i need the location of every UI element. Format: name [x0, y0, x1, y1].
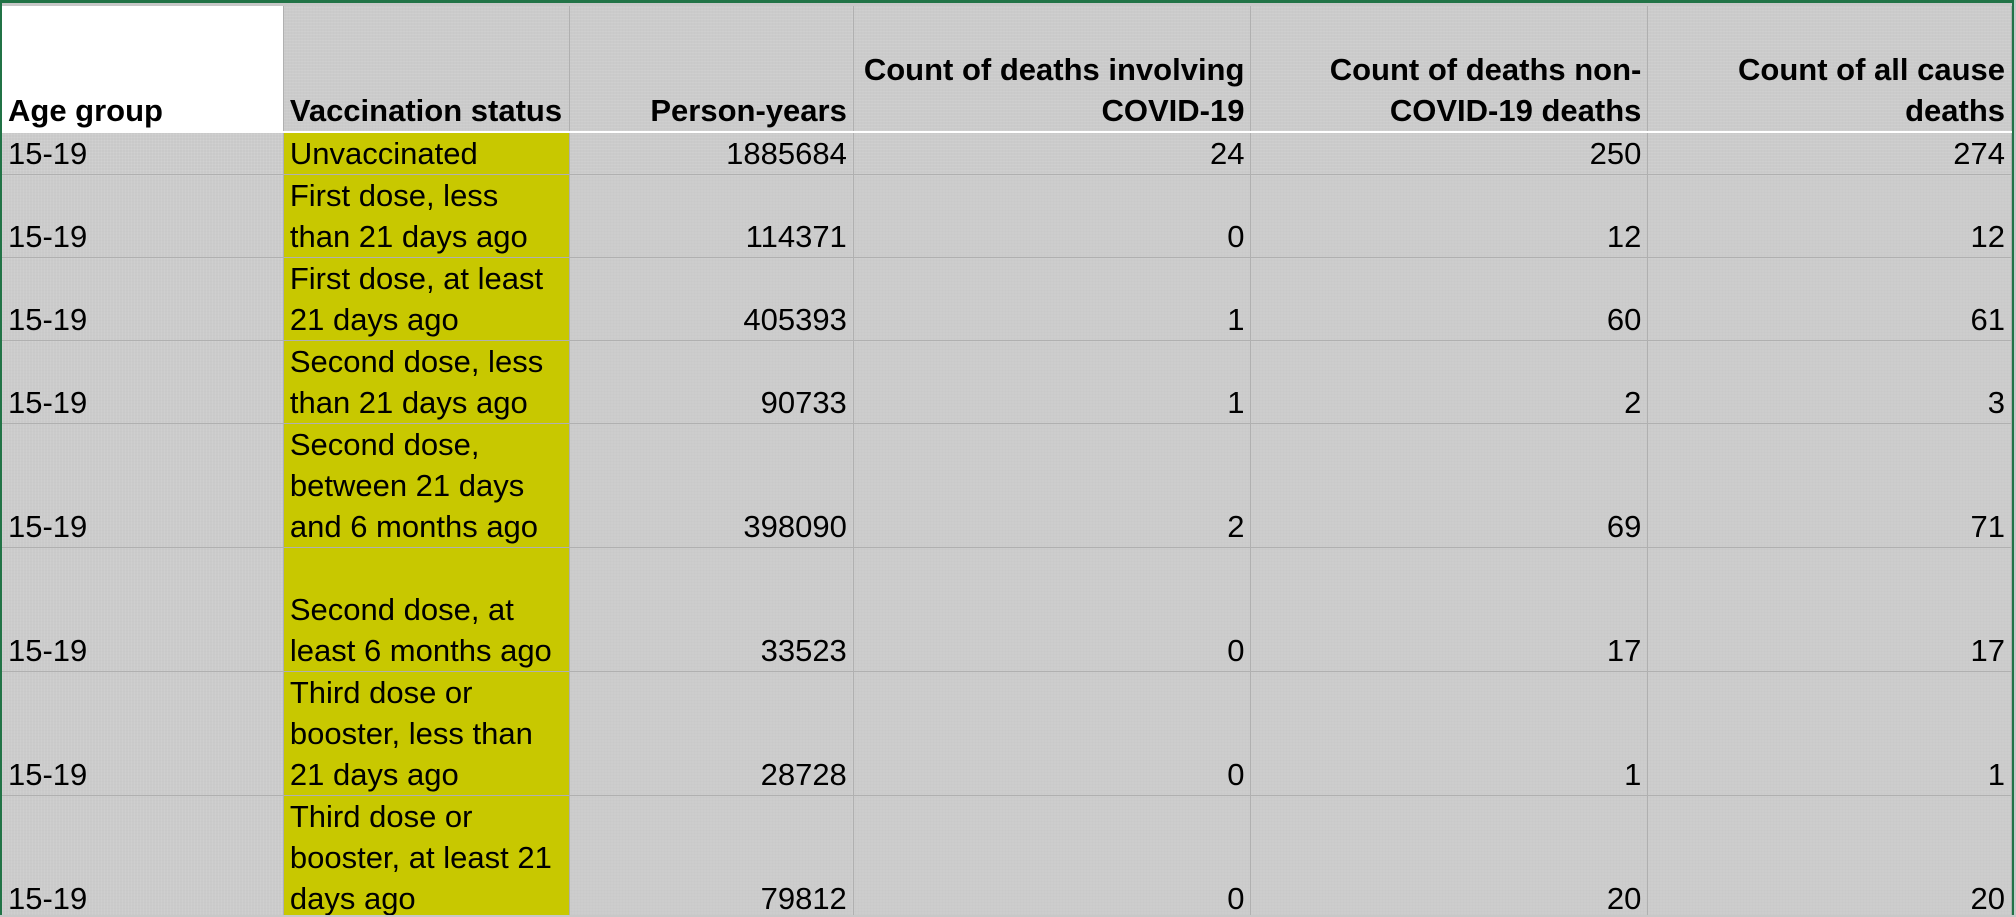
header-covid-deaths[interactable]: Count of deaths involving COVID-19 — [853, 6, 1252, 133]
cell-age-group[interactable]: 15-19 — [2, 795, 284, 915]
cell-person-years[interactable]: 398090 — [569, 423, 854, 548]
header-row: Age group Vaccination status Person-year… — [2, 6, 2012, 133]
cell-age-group[interactable]: 15-19 — [2, 423, 284, 548]
cell-covid-deaths[interactable]: 2 — [853, 423, 1252, 548]
table-row: 15-19 First dose, less than 21 days ago … — [2, 174, 2012, 258]
cell-age-group[interactable]: 15-19 — [2, 547, 284, 672]
cell-age-group[interactable]: 15-19 — [2, 132, 284, 175]
cell-person-years[interactable]: 79812 — [569, 795, 854, 915]
cell-age-group[interactable]: 15-19 — [2, 174, 284, 258]
cell-age-group[interactable]: 15-19 — [2, 340, 284, 424]
cell-person-years[interactable]: 405393 — [569, 257, 854, 341]
cell-age-group[interactable]: 15-19 — [2, 671, 284, 796]
table-row: 15-19 Second dose, at least 6 months ago… — [2, 547, 2012, 672]
cell-vaccination-status[interactable]: Second dose, at least 6 months ago — [283, 547, 570, 672]
cell-vaccination-status[interactable]: First dose, at least 21 days ago — [283, 257, 570, 341]
table-row: 15-19 Third dose or booster, at least 21… — [2, 795, 2012, 915]
table-row: 15-19 First dose, at least 21 days ago 4… — [2, 257, 2012, 341]
cell-covid-deaths[interactable]: 0 — [853, 174, 1252, 258]
cell-all-cause-deaths[interactable]: 20 — [1647, 795, 2012, 915]
table-row: 15-19 Second dose, between 21 days and 6… — [2, 423, 2012, 548]
cell-all-cause-deaths[interactable]: 3 — [1647, 340, 2012, 424]
cell-non-covid-deaths[interactable]: 2 — [1250, 340, 1649, 424]
cell-covid-deaths[interactable]: 1 — [853, 340, 1252, 424]
cell-all-cause-deaths[interactable]: 274 — [1647, 132, 2012, 175]
cell-non-covid-deaths[interactable]: 17 — [1250, 547, 1649, 672]
cell-vaccination-status[interactable]: Third dose or booster, at least 21 days … — [283, 795, 570, 915]
cell-person-years[interactable]: 1885684 — [569, 132, 854, 175]
cell-vaccination-status[interactable]: Second dose, less than 21 days ago — [283, 340, 570, 424]
data-table: Age group Vaccination status Person-year… — [2, 6, 2012, 915]
header-age-group[interactable]: Age group — [2, 6, 284, 133]
cell-covid-deaths[interactable]: 24 — [853, 132, 1252, 175]
cell-covid-deaths[interactable]: 0 — [853, 671, 1252, 796]
cell-person-years[interactable]: 114371 — [569, 174, 854, 258]
cell-person-years[interactable]: 90733 — [569, 340, 854, 424]
cell-vaccination-status[interactable]: Unvaccinated — [283, 132, 570, 175]
cell-covid-deaths[interactable]: 1 — [853, 257, 1252, 341]
cell-all-cause-deaths[interactable]: 1 — [1647, 671, 2012, 796]
table-row: 15-19 Third dose or booster, less than 2… — [2, 671, 2012, 796]
table-row: 15-19 Unvaccinated 1885684 24 250 274 — [2, 132, 2012, 175]
table-row: 15-19 Second dose, less than 21 days ago… — [2, 340, 2012, 424]
cell-vaccination-status[interactable]: Third dose or booster, less than 21 days… — [283, 671, 570, 796]
cell-vaccination-status[interactable]: First dose, less than 21 days ago — [283, 174, 570, 258]
cell-age-group[interactable]: 15-19 — [2, 257, 284, 341]
cell-all-cause-deaths[interactable]: 71 — [1647, 423, 2012, 548]
cell-non-covid-deaths[interactable]: 250 — [1250, 132, 1649, 175]
cell-all-cause-deaths[interactable]: 12 — [1647, 174, 2012, 258]
cell-non-covid-deaths[interactable]: 12 — [1250, 174, 1649, 258]
header-vaccination-status[interactable]: Vaccination status — [283, 6, 570, 133]
cell-covid-deaths[interactable]: 0 — [853, 547, 1252, 672]
cell-non-covid-deaths[interactable]: 60 — [1250, 257, 1649, 341]
header-all-cause-deaths[interactable]: Count of all cause deaths — [1647, 6, 2012, 133]
cell-person-years[interactable]: 28728 — [569, 671, 854, 796]
cell-non-covid-deaths[interactable]: 69 — [1250, 423, 1649, 548]
header-person-years[interactable]: Person-years — [569, 6, 854, 133]
cell-vaccination-status[interactable]: Second dose, between 21 days and 6 month… — [283, 423, 570, 548]
cell-person-years[interactable]: 33523 — [569, 547, 854, 672]
cell-covid-deaths[interactable]: 0 — [853, 795, 1252, 915]
cell-all-cause-deaths[interactable]: 17 — [1647, 547, 2012, 672]
cell-all-cause-deaths[interactable]: 61 — [1647, 257, 2012, 341]
cell-non-covid-deaths[interactable]: 20 — [1250, 795, 1649, 915]
cell-non-covid-deaths[interactable]: 1 — [1250, 671, 1649, 796]
header-non-covid-deaths[interactable]: Count of deaths non-COVID-19 deaths — [1250, 6, 1649, 133]
